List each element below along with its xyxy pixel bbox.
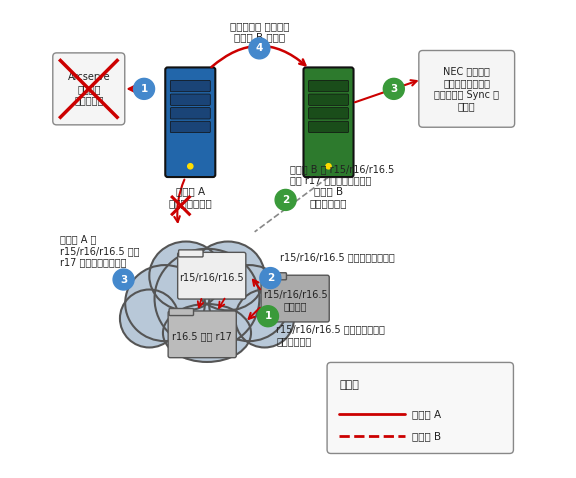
FancyBboxPatch shape xyxy=(165,67,215,177)
FancyBboxPatch shape xyxy=(179,250,203,257)
Ellipse shape xyxy=(209,265,289,341)
Text: r15/r16/r16.5 ファイルをコピー: r15/r16/r16.5 ファイルをコピー xyxy=(280,252,395,262)
Text: 1: 1 xyxy=(141,84,147,94)
Circle shape xyxy=(383,78,404,99)
Text: 3: 3 xyxy=(120,274,127,284)
Circle shape xyxy=(275,189,296,210)
Circle shape xyxy=(113,269,134,290)
FancyBboxPatch shape xyxy=(327,362,513,454)
FancyBboxPatch shape xyxy=(170,121,210,132)
Text: ノード B: ノード B xyxy=(412,431,441,441)
FancyBboxPatch shape xyxy=(170,108,210,119)
Circle shape xyxy=(326,163,331,169)
Text: 凡例：: 凡例： xyxy=(339,380,359,390)
Circle shape xyxy=(260,268,281,289)
Text: 1: 1 xyxy=(264,311,272,321)
Ellipse shape xyxy=(149,241,223,310)
Text: NEC クラスタ
スクリプトおよび
レジストリ Sync を
再構築: NEC クラスタ スクリプトおよび レジストリ Sync を 再構築 xyxy=(434,66,499,111)
Text: ノード A を
r15/r16/r16.5 から
r17 へアップグレード: ノード A を r15/r16/r16.5 から r17 へアップグレード xyxy=(60,234,139,268)
Ellipse shape xyxy=(125,265,205,341)
Ellipse shape xyxy=(154,249,259,348)
Text: アクティブ ノードを
ノード B に移動: アクティブ ノードを ノード B に移動 xyxy=(230,21,289,43)
Text: ノード B を r15/r16/r16.5
から r17 へアップグレード: ノード B を r15/r16/r16.5 から r17 へアップグレード xyxy=(290,164,395,185)
Text: 4: 4 xyxy=(256,43,263,54)
FancyBboxPatch shape xyxy=(53,53,125,125)
Text: r15/r16/r16.5: r15/r16/r16.5 xyxy=(180,273,244,283)
Ellipse shape xyxy=(163,304,251,362)
FancyBboxPatch shape xyxy=(168,311,236,358)
FancyBboxPatch shape xyxy=(169,308,194,315)
Text: r15/r16/r16.5 ファイルを元の
場所にコピー: r15/r16/r16.5 ファイルを元の 場所にコピー xyxy=(276,325,385,346)
Text: ノード A
（アクティブ）: ノード A （アクティブ） xyxy=(168,186,212,208)
Circle shape xyxy=(188,163,193,169)
FancyBboxPatch shape xyxy=(309,121,348,132)
Text: r15/r16/r16.5
のコピー: r15/r16/r16.5 のコピー xyxy=(263,290,328,312)
Circle shape xyxy=(249,38,270,59)
FancyBboxPatch shape xyxy=(170,80,210,92)
FancyBboxPatch shape xyxy=(309,80,348,92)
Circle shape xyxy=(257,306,278,326)
Ellipse shape xyxy=(120,290,179,348)
FancyBboxPatch shape xyxy=(261,275,329,322)
Text: 2: 2 xyxy=(282,195,289,205)
Text: r16.5 から r17: r16.5 から r17 xyxy=(172,331,232,341)
Ellipse shape xyxy=(235,290,294,348)
Text: ノード B
（パッシブ）: ノード B （パッシブ） xyxy=(310,186,347,208)
Text: 3: 3 xyxy=(390,84,397,94)
FancyBboxPatch shape xyxy=(309,108,348,119)
Text: Arcserve
クラスタ
スクリプト: Arcserve クラスタ スクリプト xyxy=(67,72,110,106)
FancyBboxPatch shape xyxy=(170,94,210,105)
Ellipse shape xyxy=(191,241,264,310)
FancyBboxPatch shape xyxy=(419,51,514,127)
FancyBboxPatch shape xyxy=(177,252,246,299)
Circle shape xyxy=(134,78,154,99)
FancyBboxPatch shape xyxy=(309,94,348,105)
Text: ノード A: ノード A xyxy=(412,409,441,419)
Text: 2: 2 xyxy=(267,273,274,283)
FancyBboxPatch shape xyxy=(262,273,286,280)
FancyBboxPatch shape xyxy=(304,67,354,177)
